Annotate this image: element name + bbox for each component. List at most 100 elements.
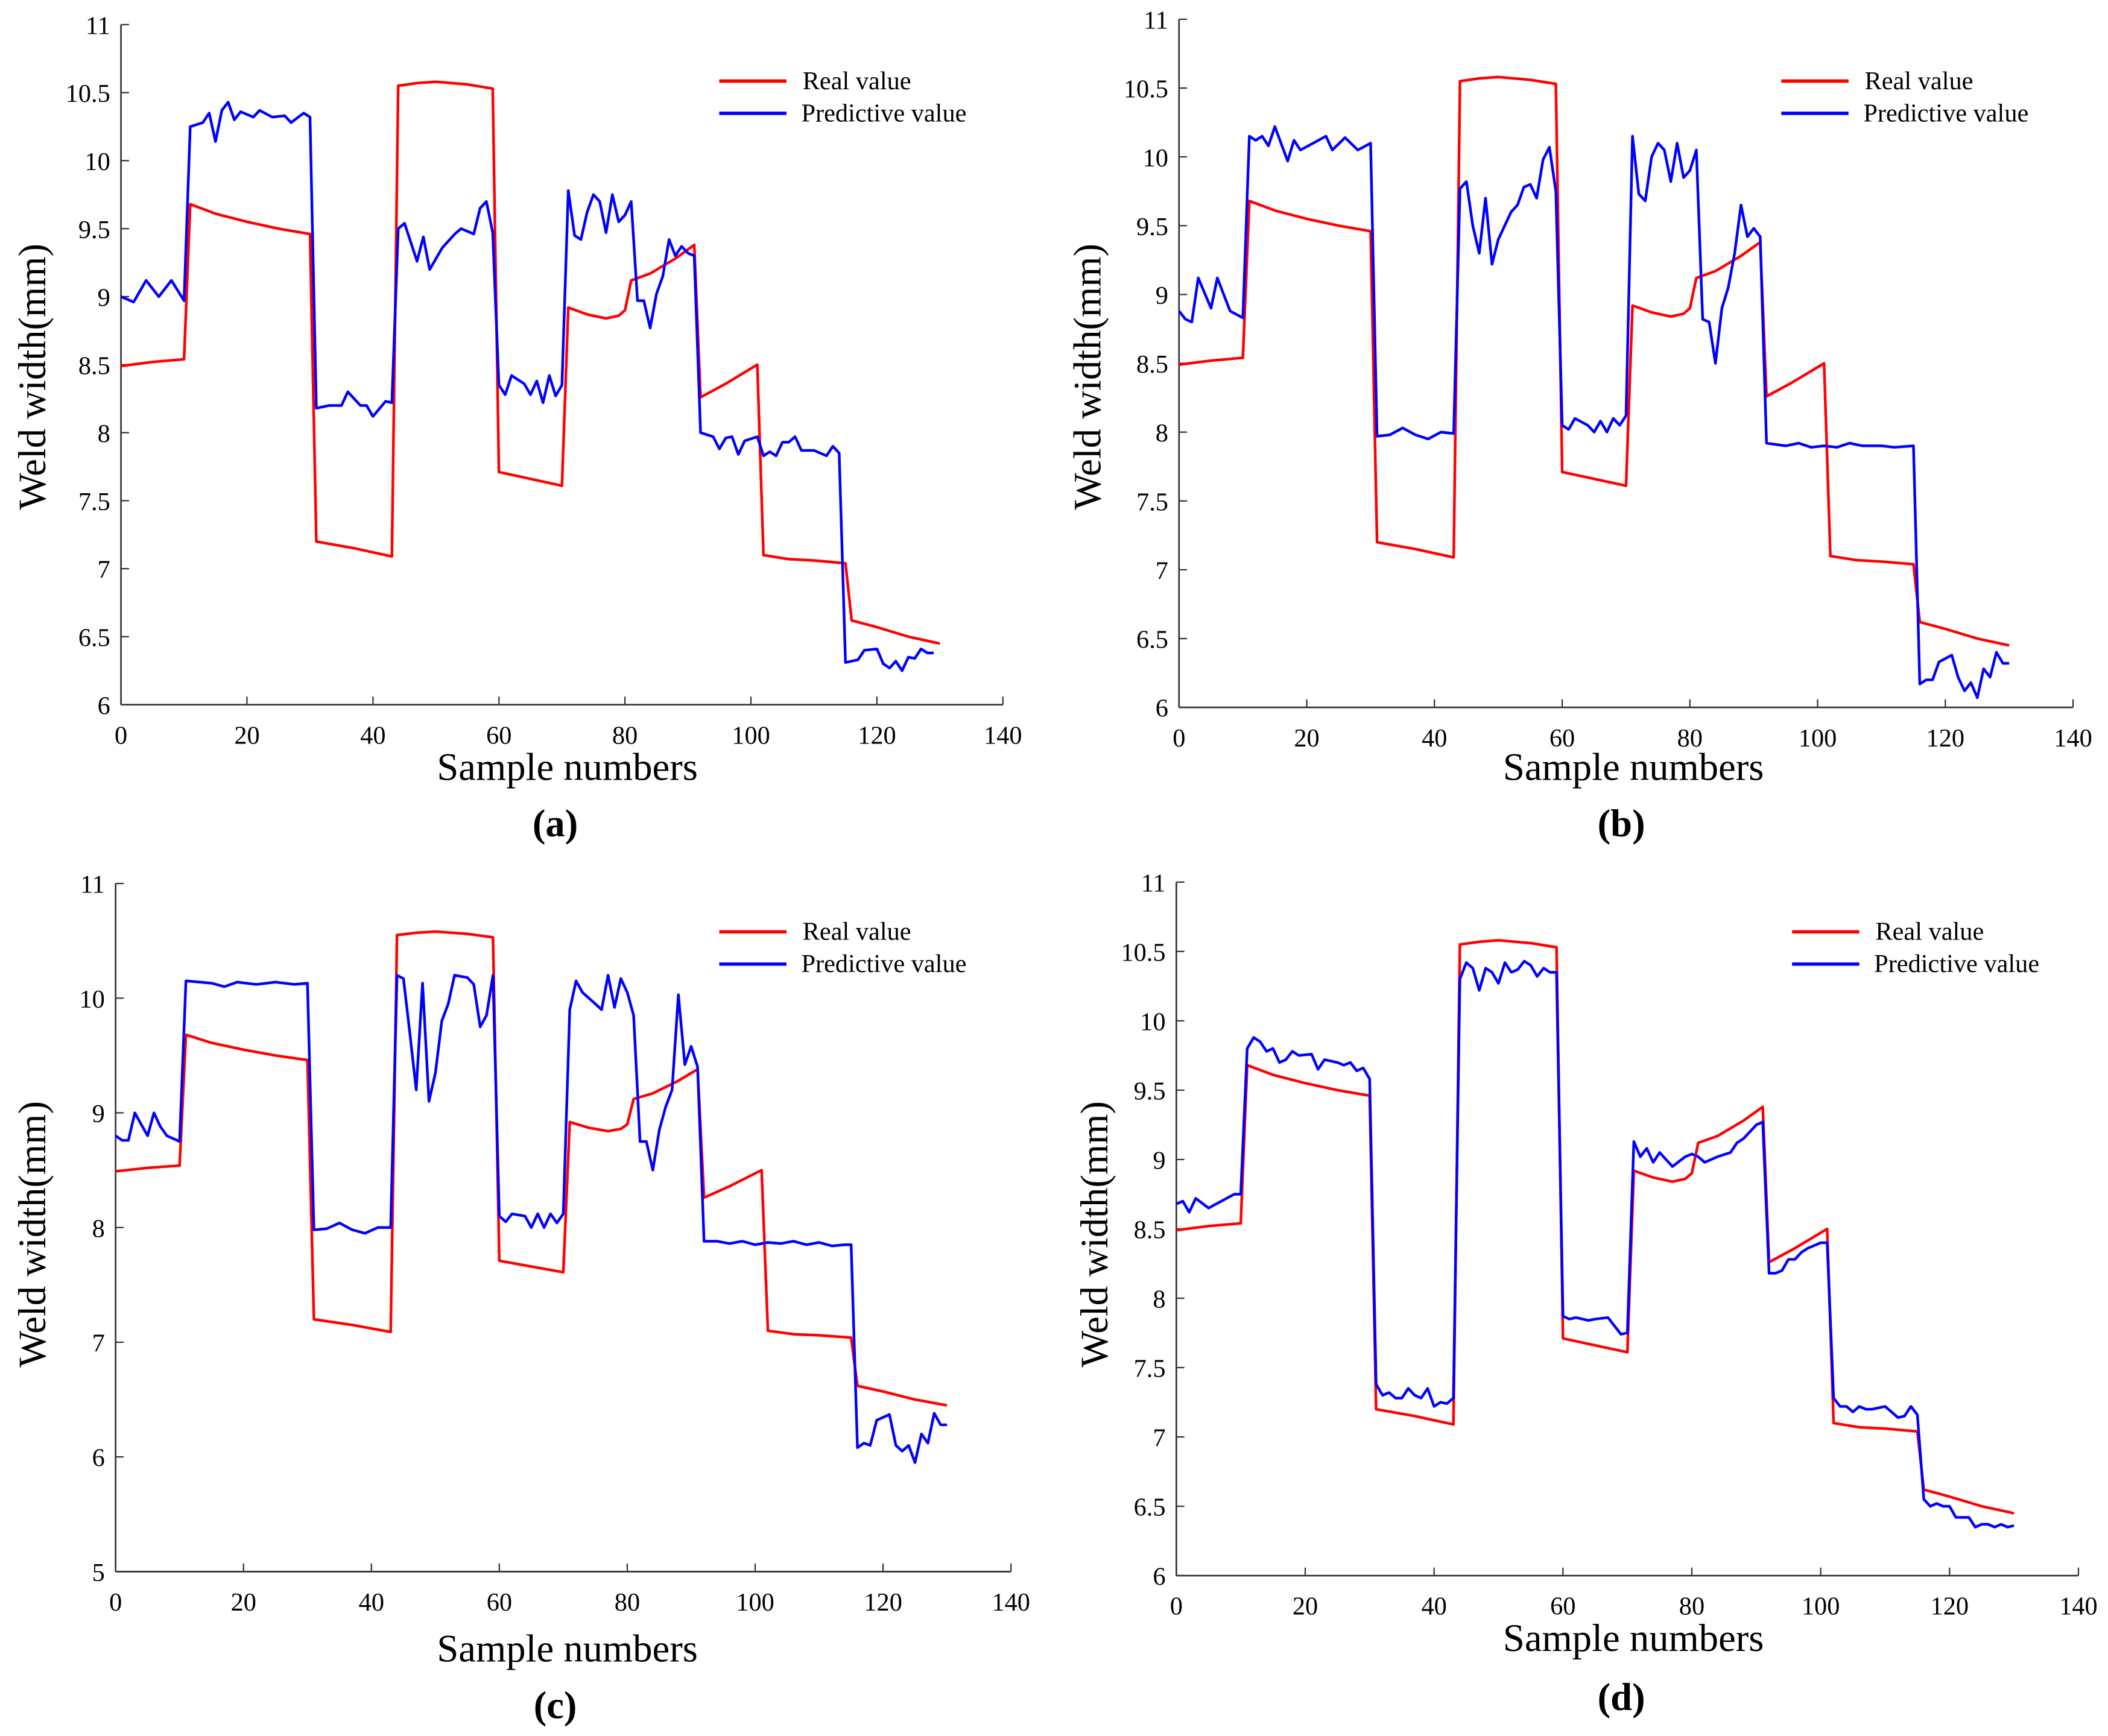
x-tick-label: 140 — [992, 1588, 1030, 1617]
legend-label: Real value — [1865, 67, 1973, 95]
chart-panel-b: 0 20 40 60 80 100 120 140 6 6.5 7 7.5 8 8.5 9 9.5 10 10.5… — [1066, 7, 2092, 845]
x-tick-label: 60 — [1550, 1592, 1575, 1621]
x-tick-label: 80 — [1677, 724, 1703, 753]
chart-panel-c: 0 20 40 60 80 100 120 140 5 6 7 8 9 10 11 Sample number… — [10, 871, 1030, 1727]
x-axis-label: Sample numbers — [437, 1627, 698, 1670]
legend-label: Real value — [803, 918, 911, 946]
y-axis-label: Weld width(mm) — [10, 244, 54, 510]
y-tick-label: 9 — [1156, 282, 1168, 310]
y-tick-label: 6.5 — [78, 623, 110, 652]
x-tick-label: 0 — [109, 1588, 122, 1617]
y-tick-label: 9 — [98, 284, 110, 312]
y-tick-label: 10.5 — [1124, 75, 1168, 104]
y-axis-label: Weld width(mm) — [10, 1101, 54, 1368]
x-tick-label: 60 — [487, 1588, 512, 1617]
y-tick-label: 11 — [1141, 870, 1166, 898]
y-tick-label: 6 — [98, 692, 110, 720]
y-tick-label: 7 — [92, 1330, 105, 1358]
y-tick-label: 10 — [80, 985, 105, 1014]
y-tick-label: 8.5 — [78, 352, 110, 380]
y-tick-label: 11 — [1144, 7, 1168, 35]
x-tick-label: 140 — [984, 721, 1022, 750]
chart-panel-d: 0 20 40 60 80 100 120 140 6 6.5 7 7.5 8 8.5 9 9.5 10 10.5… — [1072, 870, 2098, 1719]
y-tick-label: 9 — [92, 1100, 105, 1128]
y-tick-label: 9.5 — [78, 216, 110, 244]
y-tick-label: 8 — [92, 1214, 105, 1243]
y-tick-label: 9 — [1153, 1147, 1165, 1175]
predictive-value-line — [120, 101, 934, 672]
y-tick-label: 11 — [80, 871, 105, 899]
y-tick-label: 9.5 — [1136, 213, 1168, 241]
x-tick-label: 80 — [612, 721, 638, 750]
y-tick-label: 7 — [1156, 557, 1168, 585]
y-axis-label: Weld width(mm) — [1066, 244, 1109, 510]
real-value-line — [1179, 75, 2010, 647]
x-axis-label: Sample numbers — [1503, 745, 1764, 789]
y-tick-label: 10 — [1143, 144, 1168, 172]
x-tick-label: 120 — [1926, 724, 1965, 753]
legend-label: Real value — [803, 67, 911, 95]
y-axis-label: Weld width(mm) — [1072, 1101, 1116, 1368]
predictive-value-line — [1178, 125, 2010, 699]
y-tick-label: 7.5 — [1134, 1355, 1166, 1383]
x-tick-label: 140 — [2054, 724, 2092, 753]
panel-label: (a) — [533, 801, 578, 845]
x-tick-label: 120 — [864, 1588, 902, 1617]
real-value-line — [115, 930, 948, 1407]
y-tick-label: 7.5 — [78, 488, 110, 516]
x-tick-label: 60 — [1549, 724, 1575, 753]
x-tick-label: 20 — [234, 721, 259, 750]
y-tick-label: 7 — [98, 556, 110, 584]
x-tick-label: 20 — [1293, 1592, 1318, 1621]
real-value-line — [1176, 939, 2015, 1515]
x-axis-label: Sample numbers — [437, 745, 698, 789]
panel-label: (d) — [1598, 1675, 1645, 1719]
y-tick-label: 9.5 — [1134, 1078, 1166, 1106]
y-tick-label: 10 — [1140, 1008, 1165, 1037]
panel-label: (c) — [534, 1683, 577, 1726]
x-tick-label: 140 — [2059, 1592, 2098, 1621]
y-tick-label: 6 — [1156, 695, 1168, 723]
y-tick-label: 8 — [98, 420, 110, 448]
x-tick-label: 20 — [1294, 724, 1319, 753]
y-tick-label: 10 — [84, 148, 110, 176]
x-axis-label: Sample numbers — [1503, 1616, 1764, 1659]
legend-label: Predictive value — [1874, 950, 2039, 978]
y-tick-label: 8.5 — [1136, 350, 1168, 379]
y-tick-label: 7.5 — [1136, 488, 1168, 516]
y-tick-label: 6.5 — [1136, 626, 1168, 654]
chart-panel-a: 0 20 40 60 80 100 120 140 6 6.5 7 7.5 8 8.5 9 9.5 10 10.5… — [10, 11, 1022, 845]
legend-label: Real value — [1875, 918, 1984, 946]
x-tick-label: 100 — [736, 1588, 774, 1617]
x-tick-label: 60 — [486, 721, 511, 750]
x-tick-label: 80 — [615, 1588, 640, 1617]
legend-label: Predictive value — [1863, 99, 2028, 127]
x-tick-label: 40 — [360, 721, 385, 750]
y-tick-label: 8.5 — [1134, 1216, 1166, 1245]
predictive-value-line — [1176, 959, 2015, 1529]
x-tick-label: 120 — [858, 721, 896, 750]
y-tick-label: 5 — [92, 1559, 105, 1587]
predictive-value-line — [115, 974, 948, 1464]
panel-label: (b) — [1598, 801, 1645, 845]
x-tick-label: 100 — [732, 721, 770, 750]
x-tick-label: 100 — [1802, 1592, 1840, 1621]
x-tick-label: 40 — [359, 1588, 384, 1617]
x-tick-label: 0 — [115, 721, 127, 750]
y-tick-label: 8 — [1156, 419, 1168, 447]
y-tick-label: 6.5 — [1134, 1494, 1166, 1522]
x-tick-label: 20 — [231, 1588, 256, 1617]
y-tick-label: 8 — [1153, 1286, 1165, 1314]
y-tick-label: 7 — [1153, 1424, 1165, 1453]
legend-label: Predictive value — [801, 99, 966, 127]
x-tick-label: 80 — [1679, 1592, 1704, 1621]
x-tick-label: 40 — [1421, 1592, 1446, 1621]
y-tick-label: 6 — [92, 1444, 105, 1472]
legend-label: Predictive value — [801, 950, 966, 978]
x-tick-label: 120 — [1931, 1592, 1969, 1621]
x-tick-label: 0 — [1170, 1592, 1183, 1621]
y-tick-label: 11 — [86, 11, 110, 40]
x-tick-label: 0 — [1173, 724, 1185, 753]
y-tick-label: 6 — [1153, 1563, 1165, 1591]
x-tick-label: 40 — [1422, 724, 1447, 753]
